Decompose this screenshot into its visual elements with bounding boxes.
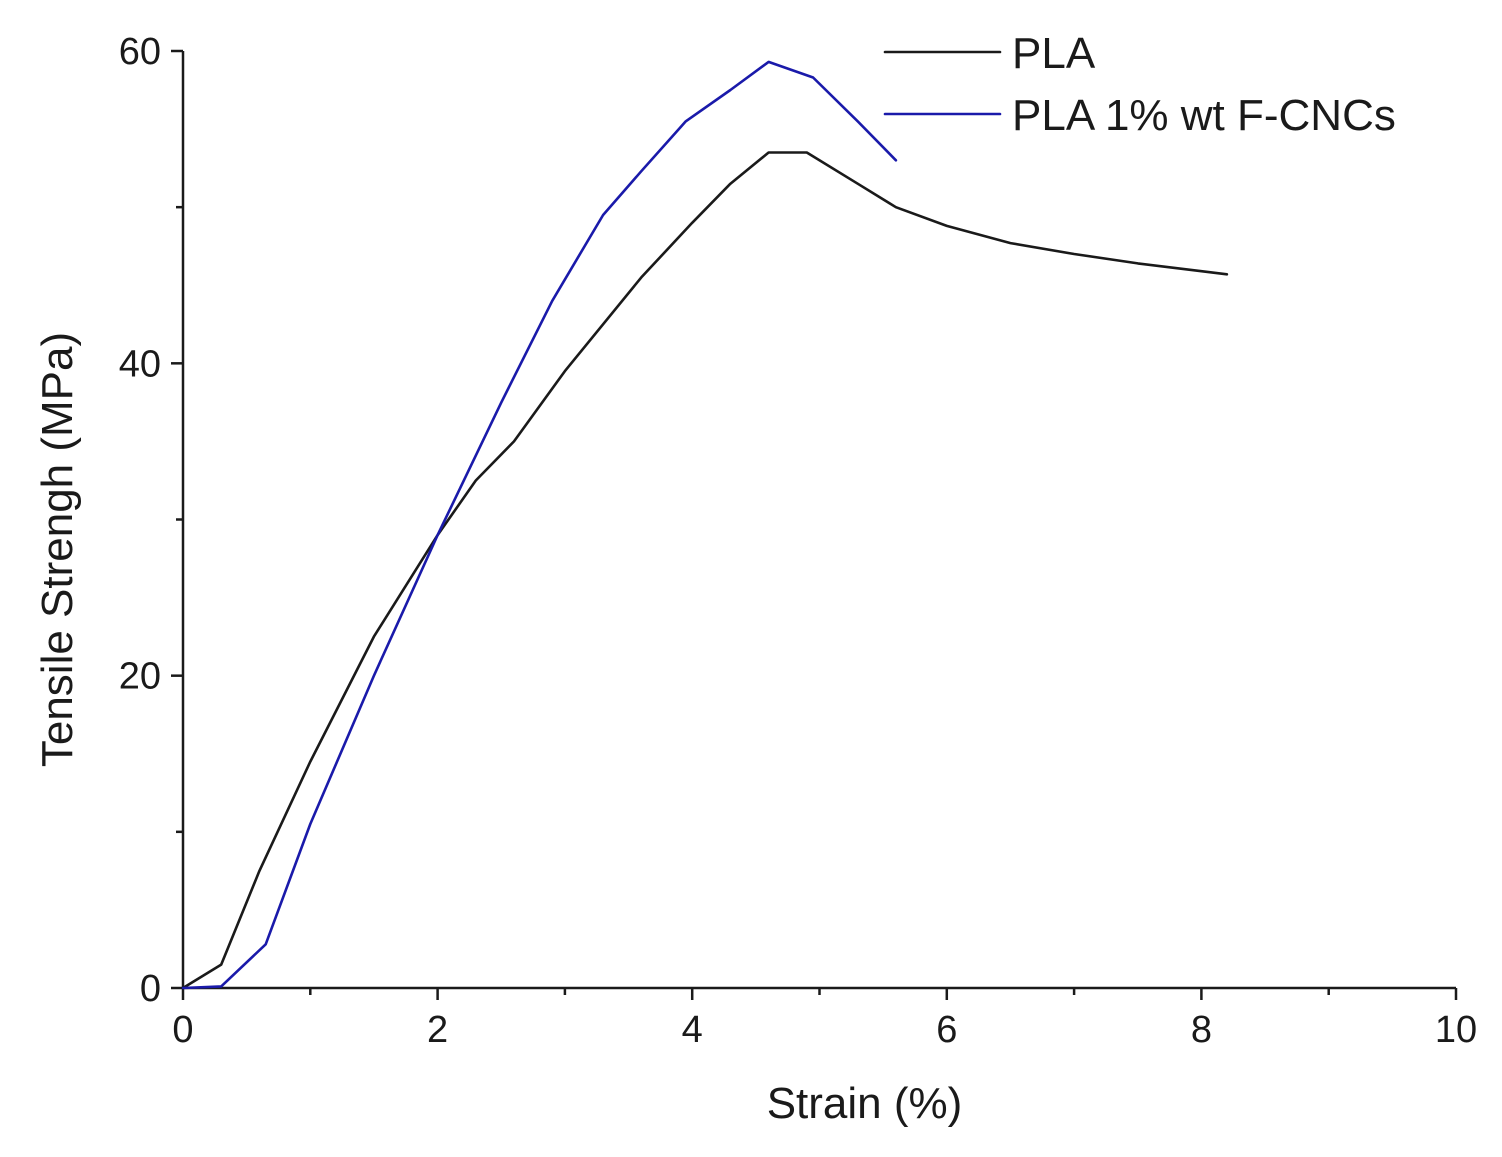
legend-label-pla-fcnc: PLA 1% wt F-CNCs	[1012, 91, 1396, 140]
legend: PLA PLA 1% wt F-CNCs	[883, 29, 1396, 140]
x-tick-label: 0	[172, 1009, 193, 1051]
tick-labels: 0 2 4 6 8 10 0 20 40 60	[119, 31, 1477, 1051]
x-axis-title: Strain (%)	[767, 1079, 963, 1128]
x-tick-label: 10	[1435, 1009, 1477, 1051]
legend-label-pla: PLA	[1012, 29, 1096, 78]
x-tick-label: 2	[427, 1009, 448, 1051]
y-tick-label: 20	[119, 656, 161, 698]
y-tick-label: 0	[140, 968, 161, 1010]
y-tick-label: 40	[119, 343, 161, 385]
series-line-pla	[181, 151, 1229, 990]
series-group	[181, 60, 1229, 990]
y-tick-label: 60	[119, 31, 161, 73]
x-tick-label: 6	[936, 1009, 957, 1051]
ticks	[171, 49, 1458, 1000]
x-tick-label: 4	[682, 1009, 703, 1051]
y-axis-title: Tensile Strengh (MPa)	[33, 332, 82, 767]
x-tick-label: 8	[1191, 1009, 1212, 1051]
series-line-pla-fcnc	[181, 60, 898, 990]
